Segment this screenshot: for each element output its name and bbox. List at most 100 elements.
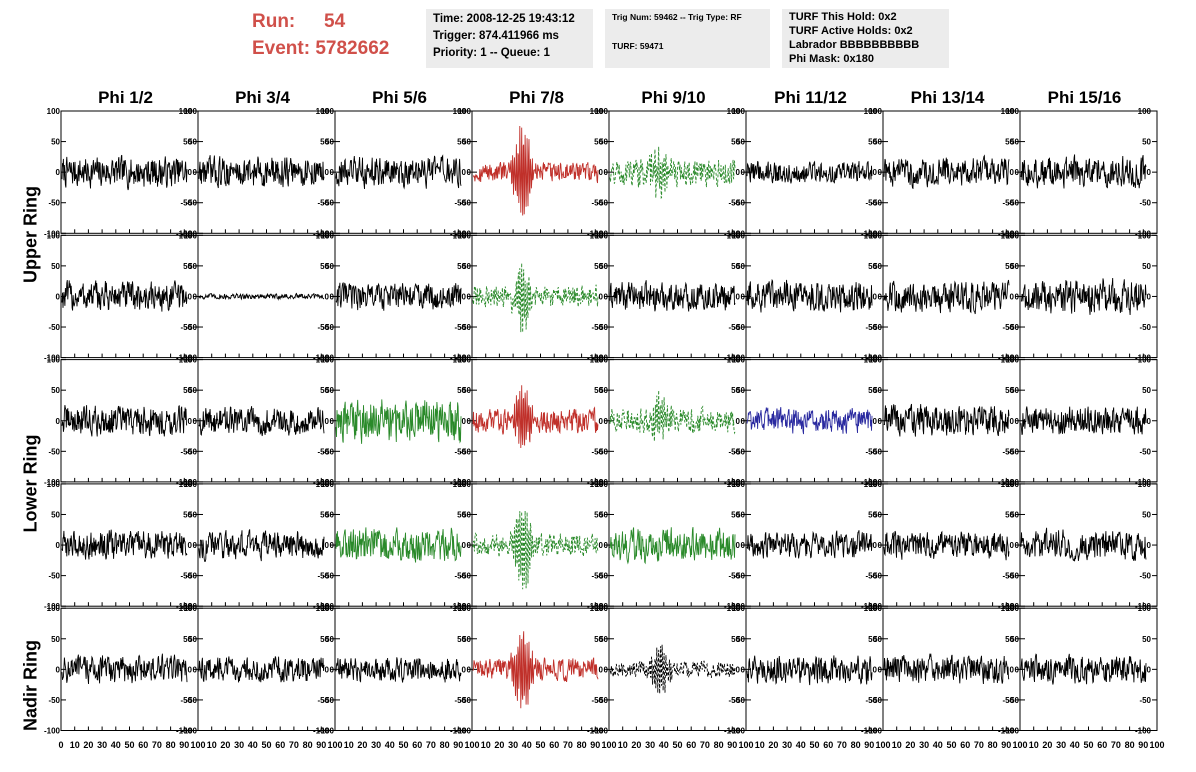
waveform-trace: [198, 292, 325, 301]
y-tick-label: 50: [325, 138, 334, 147]
waveform-trace: [746, 278, 873, 313]
y-tick-label: 100: [458, 231, 472, 240]
y-tick-label: 0: [1015, 665, 1020, 674]
y-tick-label: -100: [729, 727, 746, 736]
y-tick-label: -100: [318, 478, 335, 487]
y-tick-label: -50: [870, 323, 882, 332]
y-tick-label: 100: [727, 356, 741, 365]
labrador-line: Labrador BBBBBBBBBB: [789, 39, 920, 51]
y-tick-label: -100: [861, 478, 878, 487]
y-tick-label: 50: [457, 510, 466, 519]
y-tick-label: -100: [318, 727, 335, 736]
x-tick-label: 50: [946, 740, 956, 750]
y-tick-label: 50: [731, 262, 740, 271]
y-tick-label: -100: [587, 602, 604, 611]
column-header-phi-7-8: Phi 7/8: [509, 88, 564, 107]
waveform-trace: [198, 656, 325, 683]
y-tick-label: 50: [320, 262, 329, 271]
x-tick-label: 60: [1097, 740, 1107, 750]
y-tick-label: 0: [736, 168, 741, 177]
y-tick-label: -100: [866, 727, 883, 736]
x-tick-label: 20: [494, 740, 504, 750]
y-tick-label: 50: [51, 138, 60, 147]
x-tick-label: 50: [398, 740, 408, 750]
y-tick-label: 50: [599, 635, 608, 644]
y-tick-label: 50: [51, 635, 60, 644]
column-header-phi-9-10: Phi 9/10: [641, 88, 706, 107]
y-tick-label: 0: [56, 417, 61, 426]
waveform-trace: [335, 399, 462, 444]
x-tick-label: 0: [58, 740, 63, 750]
trigger-info-box: Trig Num: 59462 -- Trig Type: RF TURF: 5…: [605, 9, 770, 68]
y-tick-label: 100: [179, 356, 193, 365]
y-tick-label: 50: [320, 386, 329, 395]
y-tick-label: 50: [1010, 386, 1019, 395]
y-tick-label: 100: [453, 231, 467, 240]
column-header-phi-5-6: Phi 5/6: [372, 88, 427, 107]
y-tick-label: -100: [724, 354, 741, 363]
y-tick-label: -100: [176, 478, 193, 487]
x-tick-label: 100: [190, 740, 205, 750]
x-tick-label: 70: [563, 740, 573, 750]
y-tick-label: -50: [733, 572, 745, 581]
x-tick-label: 10: [207, 740, 217, 750]
waveform-trace: [883, 154, 1010, 190]
y-tick-label: -100: [455, 229, 472, 238]
y-tick-label: 100: [184, 604, 198, 613]
y-tick-label: 0: [1147, 292, 1152, 301]
waveform-trace: [335, 282, 462, 311]
y-tick-label: 0: [873, 168, 878, 177]
y-tick-label: -100: [455, 727, 472, 736]
y-tick-label: -100: [181, 602, 198, 611]
waveform-trace: [472, 125, 599, 216]
y-tick-label: 50: [599, 510, 608, 519]
y-tick-label: 50: [1142, 635, 1151, 644]
y-tick-label: 100: [864, 356, 878, 365]
y-tick-label: -100: [176, 354, 193, 363]
y-tick-label: 0: [741, 417, 746, 426]
waveform-trace: [335, 527, 462, 563]
y-tick-label: 50: [457, 386, 466, 395]
x-tick-label: 100: [1012, 740, 1027, 750]
y-tick-label: -100: [861, 727, 878, 736]
waveform-trace: [609, 146, 736, 199]
y-tick-label: -100: [866, 229, 883, 238]
y-tick-label: 100: [595, 231, 609, 240]
y-tick-label: 100: [321, 604, 335, 613]
waveform-trace: [61, 653, 188, 685]
x-tick-label: 60: [686, 740, 696, 750]
x-tick-label: 50: [124, 740, 134, 750]
y-tick-label: 0: [878, 292, 883, 301]
y-tick-label: 100: [727, 604, 741, 613]
waveform-trace: [609, 390, 736, 442]
x-tick-label: 40: [522, 740, 532, 750]
y-tick-label: 100: [1138, 356, 1152, 365]
x-tick-label: 70: [700, 740, 710, 750]
y-tick-label: 50: [599, 138, 608, 147]
x-tick-label: 20: [905, 740, 915, 750]
y-tick-label: 100: [732, 107, 746, 116]
waveform-trace: [609, 527, 736, 565]
y-tick-label: 50: [183, 386, 192, 395]
waveform-trace: [472, 631, 599, 709]
y-tick-label: -50: [865, 199, 877, 208]
y-tick-label: 50: [599, 386, 608, 395]
y-tick-label: -50: [1007, 572, 1019, 581]
y-tick-label: -50: [733, 447, 745, 456]
y-tick-label: -50: [459, 199, 471, 208]
y-tick-label: 50: [1010, 262, 1019, 271]
y-tick-label: -50: [317, 447, 329, 456]
y-tick-label: 100: [179, 231, 193, 240]
y-tick-label: -100: [587, 354, 604, 363]
y-tick-label: 50: [183, 510, 192, 519]
y-tick-label: 100: [47, 480, 61, 489]
turf-info-box: TURF This Hold: 0x2 TURF Active Holds: 0…: [782, 9, 949, 68]
y-tick-label: -100: [587, 229, 604, 238]
y-tick-label: 0: [604, 665, 609, 674]
y-tick-label: 0: [878, 168, 883, 177]
y-tick-label: 0: [325, 541, 330, 550]
y-tick-label: -50: [317, 572, 329, 581]
y-tick-label: 50: [736, 138, 745, 147]
y-tick-label: -50: [1139, 199, 1151, 208]
y-tick-label: -50: [865, 572, 877, 581]
